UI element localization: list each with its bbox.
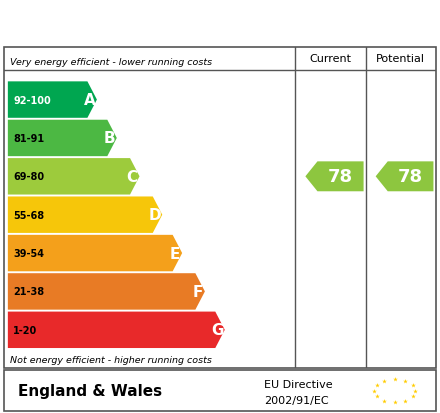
Polygon shape [8, 273, 205, 310]
Text: 2002/91/EC: 2002/91/EC [264, 395, 329, 405]
Text: C: C [127, 169, 138, 184]
Text: Current: Current [310, 54, 352, 64]
Polygon shape [8, 159, 139, 195]
Text: Energy Efficiency Rating: Energy Efficiency Rating [11, 14, 299, 34]
Text: F: F [192, 284, 203, 299]
Text: 1-20: 1-20 [13, 325, 37, 335]
Polygon shape [8, 312, 225, 348]
Polygon shape [376, 162, 433, 192]
Text: G: G [211, 323, 224, 337]
Text: A: A [84, 93, 95, 108]
Text: 81-91: 81-91 [13, 134, 44, 144]
Text: D: D [149, 208, 161, 223]
Text: E: E [170, 246, 180, 261]
Text: 39-54: 39-54 [13, 249, 44, 259]
Text: 92-100: 92-100 [13, 95, 51, 105]
Text: 78: 78 [398, 168, 423, 186]
Text: Very energy efficient - lower running costs: Very energy efficient - lower running co… [10, 57, 212, 66]
Text: Not energy efficient - higher running costs: Not energy efficient - higher running co… [10, 355, 212, 364]
Text: 69-80: 69-80 [13, 172, 44, 182]
Text: EU Directive: EU Directive [264, 379, 333, 389]
Text: 21-38: 21-38 [13, 287, 44, 297]
Polygon shape [8, 121, 117, 157]
Polygon shape [8, 197, 162, 233]
Text: England & Wales: England & Wales [18, 383, 162, 398]
Text: 55-68: 55-68 [13, 210, 44, 220]
Polygon shape [305, 162, 363, 192]
Text: Potential: Potential [376, 54, 425, 64]
Polygon shape [8, 235, 182, 272]
Text: B: B [104, 131, 115, 146]
Polygon shape [8, 82, 97, 119]
Text: 78: 78 [328, 168, 353, 186]
